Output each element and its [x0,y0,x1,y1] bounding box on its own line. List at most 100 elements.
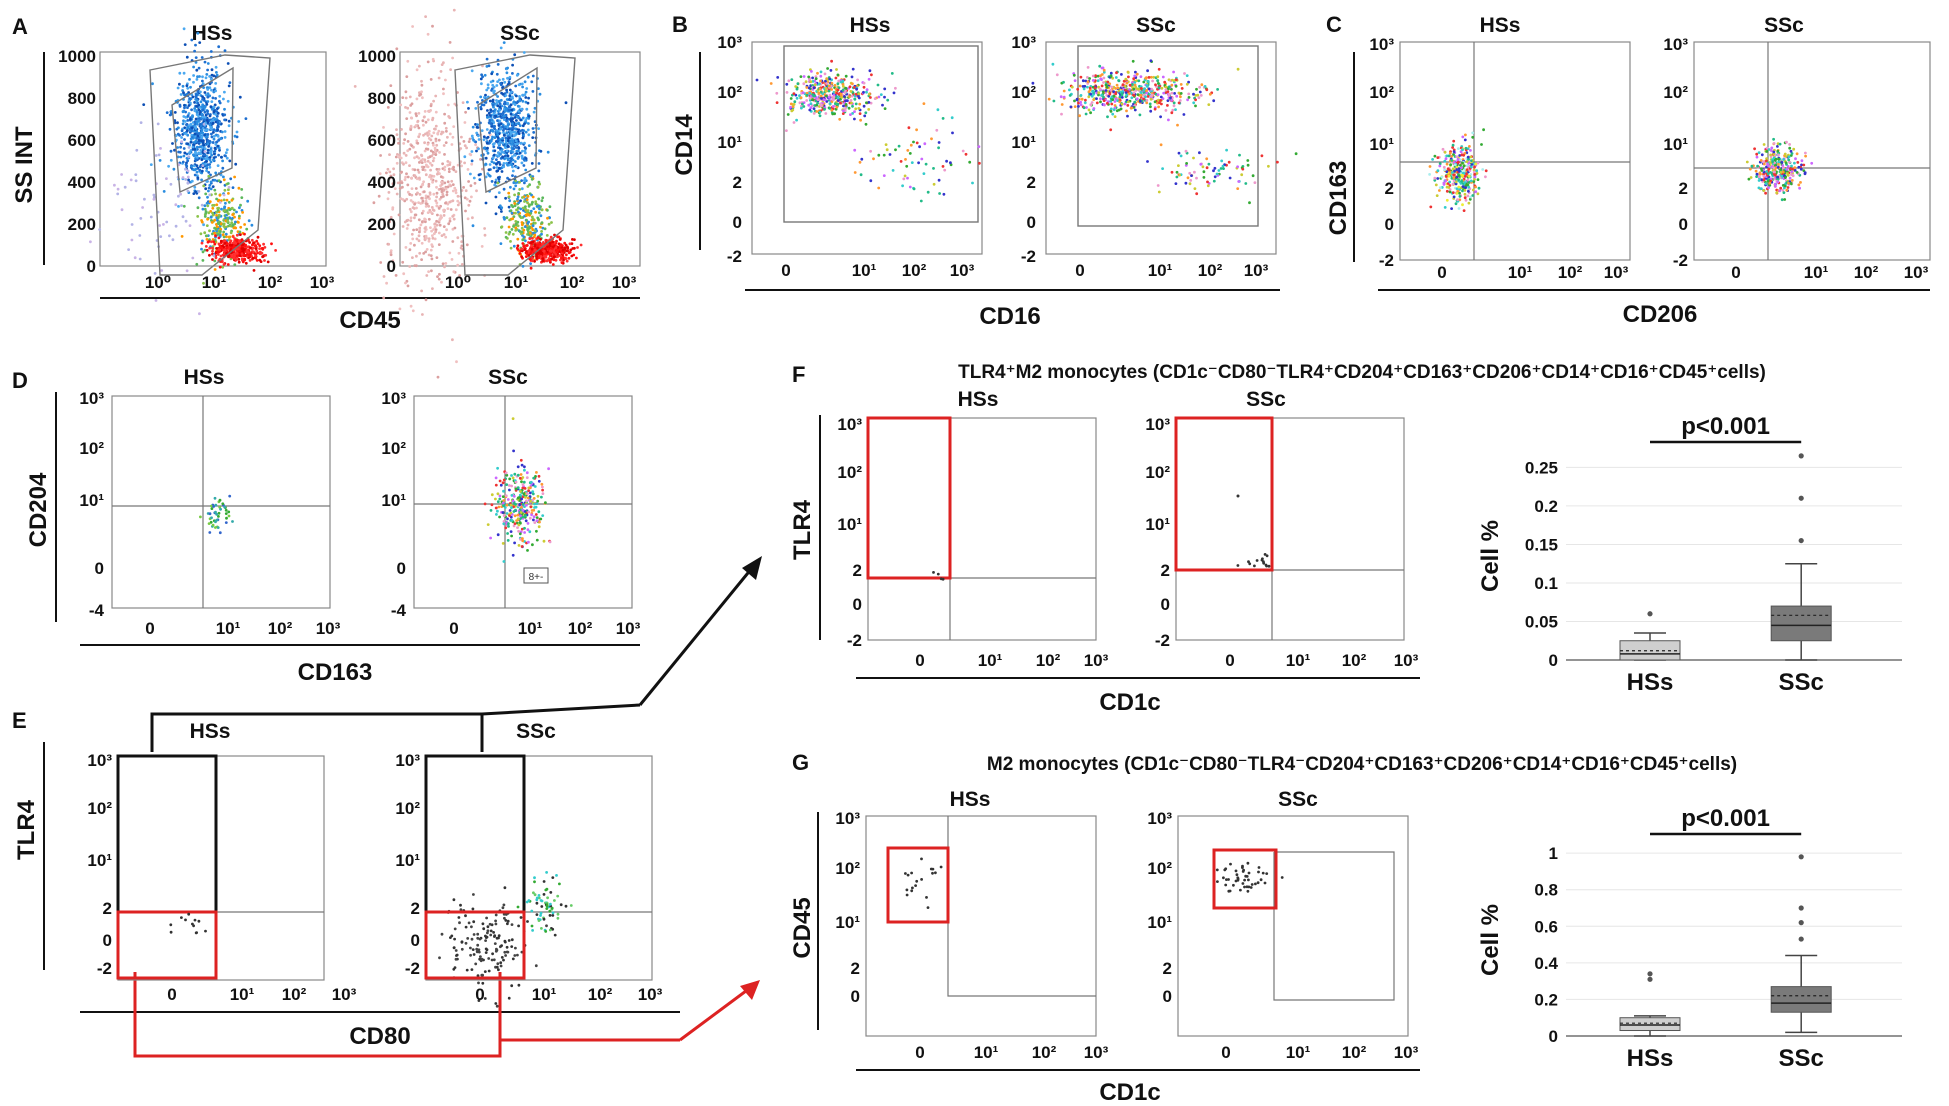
event-dot [415,177,419,181]
event-dot [189,101,192,105]
event-dot [441,262,445,266]
event-dot [834,102,837,106]
event-dot [1132,91,1136,95]
event-dot [434,230,438,234]
event-dot [414,124,418,128]
event-dot [186,142,190,146]
event-dot [434,110,438,114]
event-dot [398,307,402,311]
event-dot [463,155,467,159]
event-dot [98,228,102,231]
event-dot [226,216,230,220]
event-dot [479,105,483,109]
event-dot [1139,93,1143,97]
event-dot [492,112,496,115]
event-dot [427,253,431,257]
event-dot [508,88,512,92]
event-dot [202,184,206,188]
event-dot [899,160,903,163]
event-dot [467,180,470,183]
event-dot [141,206,145,209]
event-dot [418,226,422,230]
event-dot [1110,85,1114,89]
event-dot [418,132,422,136]
event-dot [434,94,438,98]
event-dot [216,221,220,225]
event-dot [423,230,427,234]
event-dot [1157,67,1161,71]
event-dot [422,252,426,255]
event-dot [1444,157,1448,161]
event-dot [495,99,498,102]
event-dot [556,248,560,252]
event-dot [486,83,490,87]
event-dot [522,51,526,54]
event-dot [406,223,410,227]
event-dot [512,225,515,228]
event-dot [200,112,204,116]
event-dot [1156,75,1160,79]
event-dot [451,240,455,243]
event-dot [512,187,516,191]
event-dot [883,87,887,91]
event-dot [200,203,204,207]
event-dot [208,183,212,187]
event-dot [446,135,449,139]
event-dot [174,224,178,228]
event-dot [523,248,526,252]
x-tick-label: 0 [781,261,790,280]
event-dot [534,200,538,204]
event-dot [945,159,948,163]
x-tick-label: 10² [902,261,927,280]
event-dot [531,74,535,78]
event-dot [225,156,229,160]
event-dot [488,118,492,122]
event-dot [212,213,215,217]
panel-a-hss-xtick: 10³ [310,273,335,292]
event-dot [460,135,463,139]
event-dot [1267,164,1270,168]
event-dot [498,204,502,208]
event-dot [460,240,464,244]
event-dot [447,115,451,118]
event-dot [235,130,239,134]
event-dot [412,145,415,149]
event-dot [436,275,439,278]
event-dot [440,195,443,199]
event-dot [1183,72,1186,75]
event-dot [525,244,529,247]
event-dot [209,151,213,155]
event-dot [1150,94,1153,98]
event-dot [1294,152,1298,156]
event-dot [504,125,507,128]
event-dot [514,84,518,88]
event-dot [886,98,890,102]
event-dot [183,126,187,130]
event-dot [495,72,499,76]
event-dot [461,101,465,104]
event-dot [862,85,866,89]
event-dot [206,109,210,113]
event-dot [456,236,460,240]
event-dot [395,192,399,196]
event-dot [494,181,497,184]
event-dot [169,182,173,186]
event-dot [497,142,501,146]
event-dot [1464,198,1468,202]
event-dot [182,204,186,208]
event-dot [1186,98,1189,102]
event-dot [835,91,839,95]
event-dot [514,211,517,215]
event-dot [1102,103,1106,106]
event-dot [854,107,858,111]
event-dot [1052,99,1056,103]
event-dot [423,158,427,162]
event-dot [1090,101,1094,104]
event-dot [206,68,210,72]
event-dot [443,165,447,169]
event-dot [531,259,534,263]
event-dot [470,69,474,73]
x-tick-label: 0 [1075,261,1084,280]
event-dot [516,104,520,108]
event-dot [1449,163,1452,167]
